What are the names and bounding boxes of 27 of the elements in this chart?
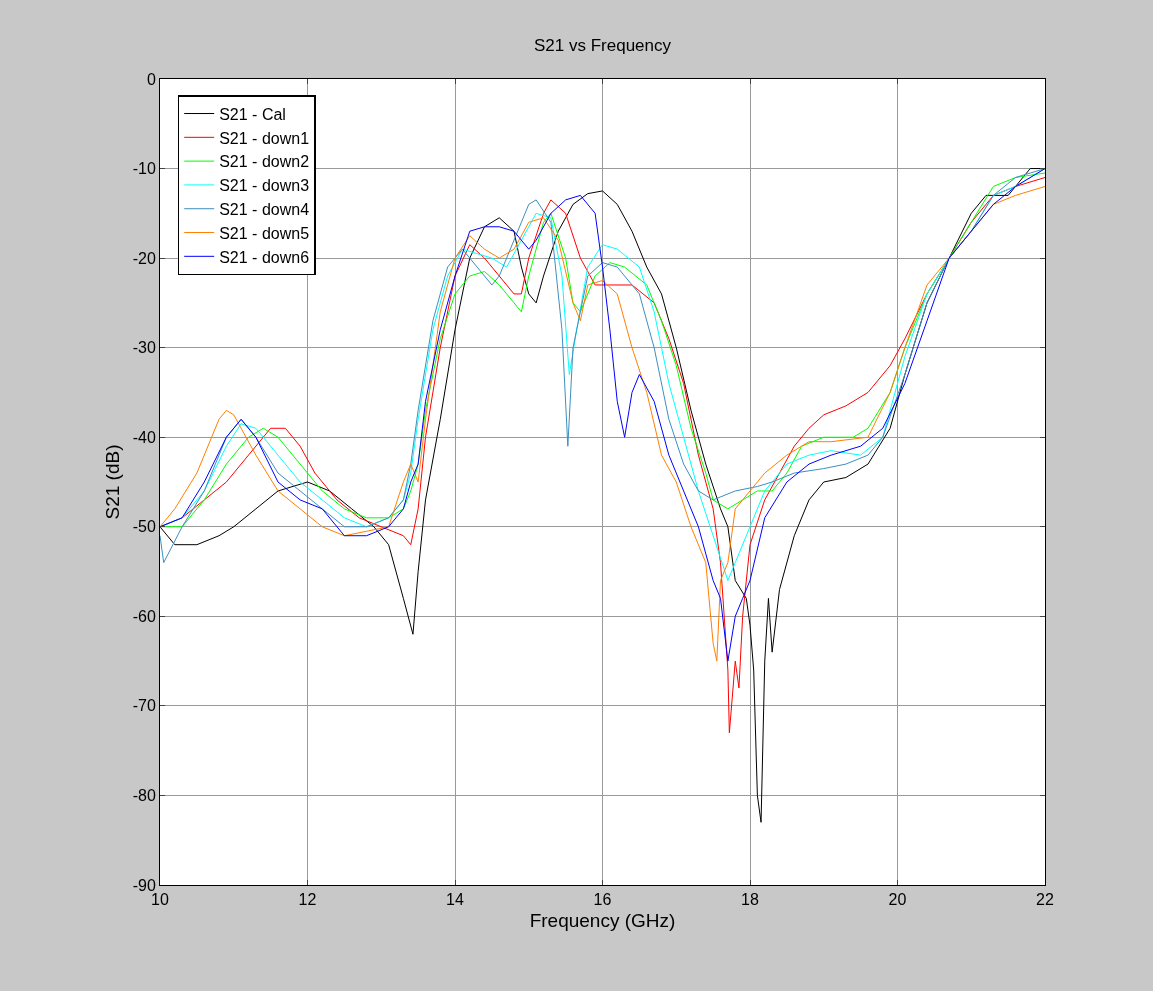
x-tick-label: 18 [741,891,759,909]
y-tick-label: -80 [132,787,156,805]
x-tick-label: 12 [298,891,317,909]
y-tick-label: -10 [132,160,156,178]
legend-label: S21 - down3 [219,177,310,195]
x-axis-title: Frequency (GHz) [529,910,676,931]
x-tick-label: 20 [888,891,907,909]
y-axis-title: S21 (dB) [101,444,123,520]
legend-label: S21 - Cal [219,105,286,123]
y-tick-label: -40 [132,428,156,446]
y-tick-label: -70 [132,697,156,715]
y-tick-label: -90 [132,876,156,894]
legend-label: S21 - down1 [219,129,310,147]
legend-label: S21 - down2 [219,153,310,171]
x-tick-label: 16 [593,891,612,909]
legend-label: S21 - down4 [219,200,310,218]
legend-label: S21 - down5 [219,224,310,242]
legend-label: S21 - down6 [219,248,310,266]
x-tick-label: 14 [446,891,464,909]
chart-title: S21 vs Frequency [533,35,672,55]
y-tick-label: -60 [132,607,156,625]
y-tick-label: -50 [132,518,156,536]
x-tick-label: 10 [151,891,169,909]
y-tick-label: 0 [146,70,156,88]
y-tick-label: -20 [132,249,156,267]
y-tick-label: -30 [132,339,156,357]
x-tick-label: 22 [1036,891,1054,909]
